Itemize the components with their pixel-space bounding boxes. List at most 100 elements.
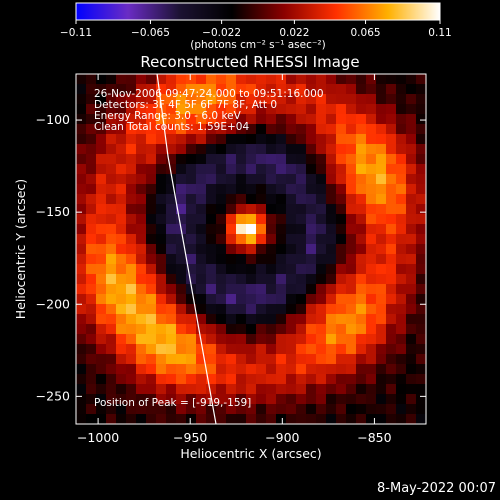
heatmap-cell — [126, 284, 137, 295]
heatmap-cell — [126, 184, 137, 195]
heatmap-cell — [326, 94, 337, 105]
heatmap-cell — [316, 254, 327, 265]
heatmap-cell — [286, 104, 297, 115]
heatmap-cell — [296, 164, 307, 175]
heatmap-cell — [136, 314, 147, 325]
heatmap-cell — [176, 134, 187, 145]
heatmap-cell — [196, 224, 207, 235]
heatmap-cell — [206, 114, 217, 125]
heatmap-cell — [316, 404, 327, 415]
heatmap-cell — [156, 94, 167, 105]
heatmap-cell — [386, 374, 397, 385]
heatmap-cell — [256, 204, 267, 215]
heatmap-cell — [146, 264, 157, 275]
heatmap-cell — [346, 124, 357, 135]
heatmap-cell — [76, 404, 87, 415]
heatmap-cell — [136, 384, 147, 395]
heatmap-cell — [266, 234, 277, 245]
x-tick-label: −950 — [173, 430, 207, 445]
heatmap-cell — [336, 114, 347, 125]
heatmap-cell — [166, 334, 177, 345]
heatmap-cell — [256, 354, 267, 365]
heatmap-cell — [396, 314, 407, 325]
heatmap-cell — [346, 174, 357, 185]
heatmap-cell — [186, 124, 197, 135]
heatmap-cell — [136, 114, 147, 125]
heatmap-cell — [76, 194, 87, 205]
heatmap-cell — [286, 194, 297, 205]
heatmap-cell — [386, 354, 397, 365]
heatmap-cell — [296, 254, 307, 265]
heatmap-cell — [396, 214, 407, 225]
heatmap-cell — [116, 184, 127, 195]
heatmap-cell — [326, 394, 337, 405]
heatmap-cell — [116, 294, 127, 305]
heatmap-cell — [216, 384, 227, 395]
heatmap-cell — [196, 194, 207, 205]
heatmap-cell — [206, 134, 217, 145]
heatmap-cell — [376, 234, 387, 245]
heatmap-cell — [196, 114, 207, 125]
heatmap-cell — [356, 194, 367, 205]
heatmap-cell — [346, 204, 357, 215]
heatmap-cell — [156, 184, 167, 195]
heatmap-cell — [356, 304, 367, 315]
colorbar-tick-label: −0.11 — [60, 27, 92, 39]
heatmap-cell — [86, 74, 97, 85]
heatmap-cell — [276, 304, 287, 315]
heatmap-cell — [296, 94, 307, 105]
heatmap-cell — [296, 394, 307, 405]
heatmap-cell — [96, 154, 107, 165]
heatmap-cell — [376, 134, 387, 145]
heatmap-cell — [376, 304, 387, 315]
heatmap-cell — [236, 404, 247, 415]
heatmap-cell — [396, 364, 407, 375]
heatmap-cell — [86, 204, 97, 215]
heatmap-cell — [76, 244, 87, 255]
heatmap-cell — [206, 154, 217, 165]
heatmap-cell — [416, 364, 427, 375]
heatmap — [76, 74, 427, 425]
heatmap-cell — [236, 144, 247, 155]
heatmap-cell — [146, 384, 157, 395]
heatmap-cell — [76, 204, 87, 215]
heatmap-cell — [236, 244, 247, 255]
heatmap-cell — [346, 274, 357, 285]
heatmap-cell — [236, 194, 247, 205]
heatmap-cell — [176, 314, 187, 325]
heatmap-cell — [156, 354, 167, 365]
heatmap-cell — [366, 384, 377, 395]
heatmap-cell — [286, 254, 297, 265]
heatmap-cell — [136, 324, 147, 335]
heatmap-cell — [256, 244, 267, 255]
heatmap-cell — [126, 214, 137, 225]
heatmap-cell — [136, 124, 147, 135]
heatmap-cell — [206, 414, 217, 425]
plot-frame — [75, 73, 427, 425]
heatmap-cell — [76, 314, 87, 325]
heatmap-cell — [136, 404, 147, 415]
heatmap-cell — [146, 414, 157, 425]
heatmap-cell — [246, 94, 257, 105]
heatmap-cell — [266, 144, 277, 155]
heatmap-cell — [146, 354, 157, 365]
heatmap-cell — [286, 94, 297, 105]
heatmap-cell — [346, 384, 357, 395]
heatmap-cell — [246, 154, 257, 165]
heatmap-cell — [356, 204, 367, 215]
heatmap-cell — [86, 234, 97, 245]
heatmap-cell — [346, 224, 357, 235]
heatmap-cell — [396, 194, 407, 205]
heatmap-cell — [256, 134, 267, 145]
heatmap-cell — [236, 94, 247, 105]
heatmap-cell — [216, 204, 227, 215]
heatmap-cell — [116, 384, 127, 395]
heatmap-cell — [76, 104, 87, 115]
heatmap-cell — [326, 364, 337, 375]
heatmap-cell — [126, 174, 137, 185]
heatmap-cell — [406, 204, 417, 215]
heatmap-cell — [166, 414, 177, 425]
heatmap-cell — [396, 334, 407, 345]
heatmap-cell — [376, 204, 387, 215]
